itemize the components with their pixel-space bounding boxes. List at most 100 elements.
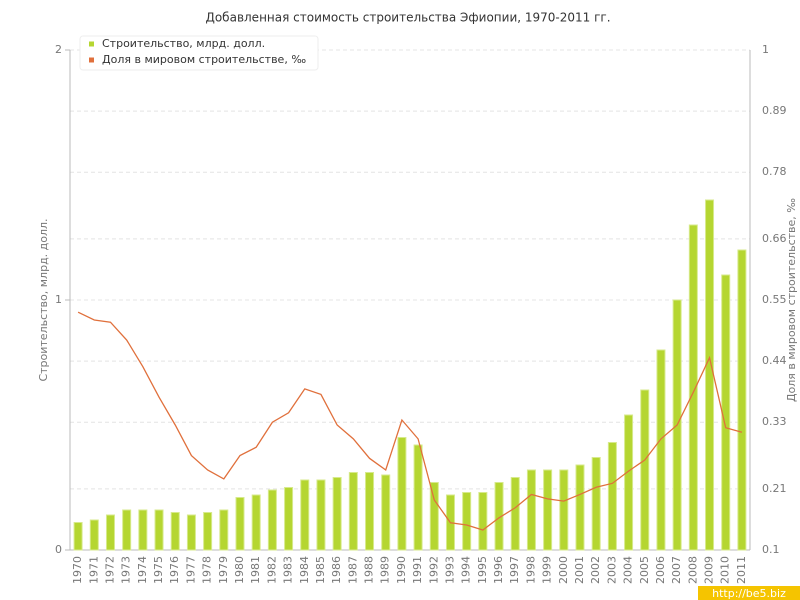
x-tick-label: 1982 <box>265 556 278 584</box>
bar <box>462 492 472 551</box>
x-tick-label: 1993 <box>443 556 456 584</box>
bar <box>705 199 715 551</box>
x-tick-label: 1986 <box>330 556 343 584</box>
bar <box>235 497 245 551</box>
y2-tick-label: 0.44 <box>762 354 787 367</box>
x-tick-label: 2005 <box>638 556 651 584</box>
legend-swatch <box>89 57 94 63</box>
x-tick-label: 1974 <box>136 556 149 584</box>
bar <box>219 509 229 551</box>
bar <box>300 479 310 551</box>
x-tick-label: 2010 <box>719 556 732 584</box>
x-tick-label: 2009 <box>703 556 716 584</box>
bar <box>105 514 115 551</box>
x-tick-label: 1987 <box>346 556 359 584</box>
x-tick-label: 2002 <box>589 556 602 584</box>
x-tick-label: 2007 <box>670 556 683 584</box>
x-tick-label: 1972 <box>103 556 116 584</box>
x-tick-label: 1981 <box>249 556 262 584</box>
legend-label: Строительство, млрд. долл. <box>102 37 265 50</box>
x-tick-label: 1978 <box>201 556 214 584</box>
bar <box>348 472 358 551</box>
x-tick-label: 1994 <box>460 556 473 584</box>
x-tick-label: 1985 <box>314 556 327 584</box>
bar <box>429 482 439 551</box>
bar <box>510 477 520 551</box>
x-tick-label: 1970 <box>71 556 84 584</box>
x-tick-label: 1979 <box>217 556 230 584</box>
watermark: http://be5.biz <box>712 587 786 600</box>
bar <box>575 464 585 551</box>
chart-title: Добавленная стоимость строительства Эфио… <box>205 11 610 25</box>
y2-tick-label: 0.55 <box>762 293 787 306</box>
bar <box>478 492 488 551</box>
bar <box>122 509 132 551</box>
line <box>77 311 743 531</box>
y-tick-label: 2 <box>55 43 62 56</box>
x-tick-label: 2000 <box>557 556 570 584</box>
bar <box>251 494 261 551</box>
x-tick-label: 1991 <box>411 556 424 584</box>
y2-tick-label: 0.89 <box>762 104 787 117</box>
bar <box>89 519 99 551</box>
y2-tick-label: 0.66 <box>762 232 787 245</box>
x-tick-label: 1977 <box>184 556 197 584</box>
bar <box>607 442 617 551</box>
bar <box>381 474 391 551</box>
x-tick-label: 1999 <box>541 556 554 584</box>
x-tick-label: 1989 <box>379 556 392 584</box>
x-tick-label: 1973 <box>120 556 133 584</box>
bar <box>737 249 747 551</box>
x-tick-label: 2006 <box>654 556 667 584</box>
x-tick-label: 2011 <box>735 556 748 584</box>
y-tick-label: 0 <box>55 543 62 556</box>
x-tick-label: 2003 <box>605 556 618 584</box>
bar <box>494 482 504 551</box>
y2-tick-label: 1 <box>762 43 769 56</box>
bar <box>365 472 375 551</box>
bar <box>203 512 213 551</box>
y2-tick-label: 0.1 <box>762 543 780 556</box>
bar <box>170 512 180 551</box>
legend-box <box>79 35 319 71</box>
x-tick-label: 1975 <box>152 556 165 584</box>
x-tick-label: 2001 <box>573 556 586 584</box>
bar <box>656 349 666 551</box>
bar <box>284 487 294 551</box>
bar <box>154 509 164 551</box>
legend-swatch <box>89 41 94 47</box>
x-tick-label: 1976 <box>168 556 181 584</box>
bar <box>413 444 423 551</box>
y-axis-label: Строительство, млрд. долл. <box>37 218 50 381</box>
bar <box>397 437 407 551</box>
x-tick-label: 1992 <box>427 556 440 584</box>
bar <box>332 477 342 551</box>
x-tick-label: 1988 <box>363 556 376 584</box>
x-tick-label: 1984 <box>298 556 311 584</box>
y2-tick-label: 0.33 <box>762 415 787 428</box>
bar <box>73 522 83 551</box>
x-tick-label: 1971 <box>87 556 100 584</box>
x-tick-label: 1983 <box>282 556 295 584</box>
x-tick-label: 1997 <box>508 556 521 584</box>
x-tick-label: 2008 <box>686 556 699 584</box>
x-tick-label: 1990 <box>395 556 408 584</box>
x-tick-label: 1998 <box>524 556 537 584</box>
x-tick-label: 1995 <box>476 556 489 584</box>
bar <box>640 389 650 551</box>
x-tick-label: 1980 <box>233 556 246 584</box>
y-tick-label: 1 <box>55 293 62 306</box>
y2-tick-label: 0.21 <box>762 482 787 495</box>
y2-tick-label: 0.78 <box>762 165 787 178</box>
bar <box>591 457 601 551</box>
bar <box>543 469 553 551</box>
legend-label: Доля в мировом строительстве, ‰ <box>102 53 306 66</box>
y2-axis-label: Доля в мировом строительстве, ‰ <box>785 198 798 402</box>
bar <box>559 469 569 551</box>
bar <box>688 224 698 551</box>
bar <box>624 414 634 551</box>
bar <box>186 514 196 551</box>
bar <box>316 479 326 551</box>
bar <box>267 489 277 551</box>
